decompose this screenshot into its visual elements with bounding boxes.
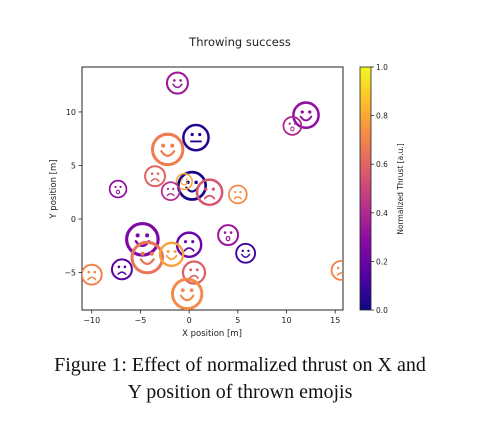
- emoji-point-sad: [82, 263, 103, 286]
- emoji-point-sad: [330, 259, 343, 281]
- scatter-points: [82, 71, 343, 310]
- x-tick-label: −10: [83, 316, 100, 325]
- emoji-point-happy: [292, 101, 320, 130]
- y-tick-label: 5: [71, 161, 76, 170]
- x-axis-label: X position [m]: [182, 329, 242, 339]
- emoji-point-flat: [182, 123, 210, 152]
- colorbar: [359, 66, 372, 311]
- emoji-point-sad: [181, 260, 207, 285]
- x-axis-ticks: −10 −5 0 5 10 15: [83, 310, 340, 325]
- emoji-point-happy: [130, 240, 164, 275]
- y-tick-label: −5: [64, 269, 76, 278]
- x-tick-label: 0: [187, 316, 192, 325]
- emoji-point-happy: [150, 132, 185, 167]
- y-axis-label: Y position [m]: [49, 159, 59, 219]
- colorbar-ticks: 0.0 0.2 0.4 0.6 0.8 1.0: [371, 63, 388, 315]
- emoji-point-happy: [165, 71, 189, 95]
- figure-caption: Figure 1: Effect of normalized thrust on…: [0, 352, 480, 406]
- emoji-point-sad: [228, 184, 248, 205]
- figure: Throwing success −10 −5 0 5 10 15 −5 0 5 10 X po…: [49, 35, 405, 339]
- emoji-point-sad: [144, 165, 167, 188]
- colorbar-tick-label: 0.6: [376, 160, 388, 169]
- emoji-point-happy: [235, 242, 257, 264]
- x-tick-label: −5: [135, 316, 147, 325]
- x-tick-label: 5: [235, 316, 240, 325]
- emoji-point-sad: [195, 178, 224, 207]
- colorbar-tick-label: 0.8: [376, 112, 388, 121]
- emoji-point-sad: [110, 258, 133, 281]
- emoji-point-happy: [158, 241, 185, 268]
- emoji-point-surprised: [217, 224, 240, 247]
- x-tick-label: 10: [281, 316, 291, 325]
- colorbar-label: Normalized Thrust [a.u.]: [396, 143, 405, 234]
- caption-line-1: Figure 1: Effect of normalized thrust on…: [54, 354, 426, 376]
- emoji-point-happy: [175, 172, 193, 191]
- emoji-point-happy: [171, 277, 204, 310]
- emoji-point-sad: [160, 181, 181, 201]
- caption-line-2: Y position of thrown emojis: [127, 381, 353, 403]
- colorbar-tick-label: 1.0: [376, 63, 388, 72]
- colorbar-tick-label: 0.2: [376, 257, 388, 266]
- y-axis-ticks: −5 0 5 10: [64, 108, 82, 278]
- y-tick-label: 0: [71, 215, 76, 224]
- emoji-point-surprised: [282, 116, 303, 136]
- x-tick-label: 15: [330, 316, 340, 325]
- emoji-point-surprised: [108, 179, 128, 199]
- colorbar-tick-label: 0.4: [376, 209, 388, 218]
- y-tick-label: 10: [66, 108, 76, 117]
- colorbar-tick-label: 0.0: [376, 306, 388, 315]
- chart-title: Throwing success: [188, 35, 291, 49]
